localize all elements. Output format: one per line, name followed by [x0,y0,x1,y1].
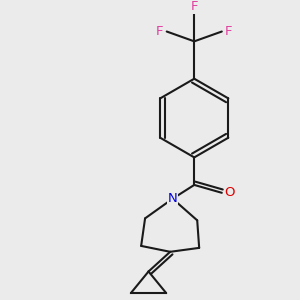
Text: F: F [225,25,232,38]
Text: O: O [224,186,235,199]
Text: F: F [190,0,198,14]
Text: F: F [156,25,164,38]
Text: N: N [168,192,178,205]
